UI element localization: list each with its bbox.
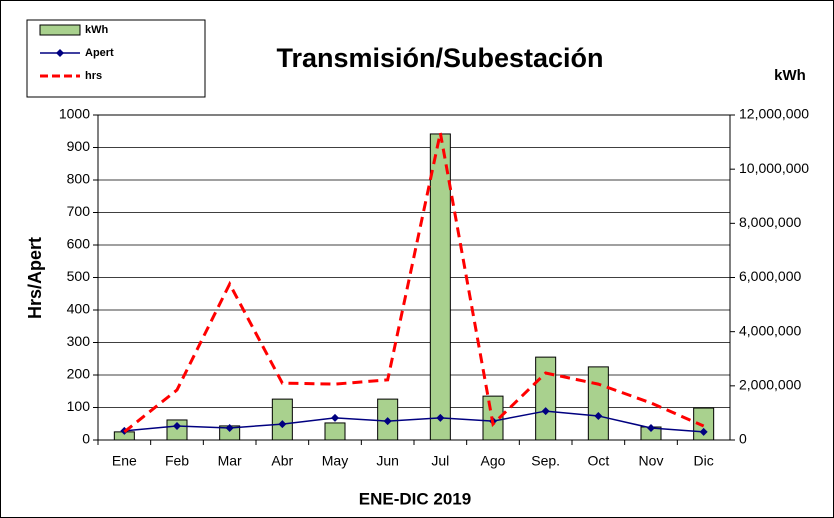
x-tick-label: May xyxy=(322,453,348,469)
bar xyxy=(271,398,293,441)
y-tick-label: 800 xyxy=(67,171,91,187)
bar xyxy=(535,356,557,441)
x-tick-label: Nov xyxy=(639,453,664,469)
marker xyxy=(594,411,603,420)
y-tick-label: 500 xyxy=(67,268,91,284)
y2-tick-label: 0 xyxy=(739,431,747,447)
y-tick-label: 300 xyxy=(67,333,91,349)
x-tick-label: Jun xyxy=(376,453,399,469)
x-tick-label: Jul xyxy=(431,453,449,469)
line xyxy=(123,132,705,434)
legend-swatch xyxy=(39,24,81,36)
x-tick-label: Sep. xyxy=(531,453,560,469)
legend-label: kWh xyxy=(85,24,109,36)
y2-tick-label: 10,000,000 xyxy=(739,160,809,176)
chart-title: Transmisión/Subestación xyxy=(276,43,603,73)
y2-tick-label: 6,000,000 xyxy=(739,268,801,284)
y2-tick-label: 8,000,000 xyxy=(739,214,801,230)
legend-marker xyxy=(56,49,64,57)
x-tick-label: Mar xyxy=(218,453,242,469)
x-tick-label: Abr xyxy=(271,453,293,469)
x-tick-label: Oct xyxy=(587,453,609,469)
y-label: Hrs/Apert xyxy=(25,237,45,319)
marker xyxy=(278,420,287,429)
y-tick-label: 900 xyxy=(67,138,91,154)
y2-tick-label: 4,000,000 xyxy=(739,322,801,338)
legend-label: Apert xyxy=(85,47,114,59)
marker xyxy=(225,423,234,432)
marker xyxy=(436,413,445,422)
bar xyxy=(429,133,451,441)
marker xyxy=(331,413,339,422)
y2-tick-label: 2,000,000 xyxy=(739,377,801,393)
bar xyxy=(324,422,346,441)
y2-label: kWh xyxy=(774,67,806,84)
marker xyxy=(383,417,392,426)
y2-tick-label: 12,000,000 xyxy=(739,106,809,122)
y-tick-label: 600 xyxy=(67,236,91,252)
line xyxy=(124,410,704,433)
x-tick-label: Ene xyxy=(112,453,137,469)
marker xyxy=(173,422,181,431)
y-tick-label: 0 xyxy=(82,431,90,447)
y-tick-label: 700 xyxy=(67,203,91,219)
marker xyxy=(541,407,550,416)
x-tick-label: Ago xyxy=(481,453,506,469)
x-tick-label: Feb xyxy=(165,453,189,469)
marker xyxy=(699,427,708,436)
bar xyxy=(587,366,609,441)
x-tick-label: Dic xyxy=(694,453,714,469)
y-tick-label: 200 xyxy=(67,366,91,382)
y-tick-label: 400 xyxy=(67,301,91,317)
x-label: ENE-DIC 2019 xyxy=(359,489,471,508)
y-tick-label: 1000 xyxy=(59,106,90,122)
marker xyxy=(647,423,655,432)
y-tick-label: 100 xyxy=(67,398,91,414)
legend-label: hrs xyxy=(85,70,102,82)
